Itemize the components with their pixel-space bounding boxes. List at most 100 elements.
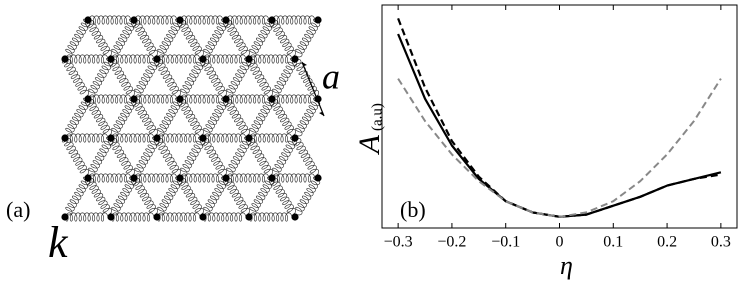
spring — [85, 177, 112, 215]
mass-node — [107, 134, 115, 142]
spring — [65, 97, 91, 137]
spring — [291, 59, 319, 97]
spring — [295, 97, 321, 137]
mass-node — [130, 95, 138, 103]
mass-node — [107, 213, 115, 221]
x-tick-label: 0.1 — [603, 234, 623, 251]
spring — [61, 138, 89, 176]
mass-node — [245, 55, 253, 63]
mass-node — [222, 95, 230, 103]
mass-node — [61, 213, 69, 221]
spring — [65, 133, 109, 143]
y-axis-label-group: A (a.u) — [353, 103, 386, 155]
spring — [157, 54, 201, 64]
spring — [88, 15, 132, 25]
spring — [249, 18, 275, 58]
spring — [249, 97, 275, 137]
spring — [223, 19, 250, 57]
spring — [226, 57, 252, 98]
spring — [111, 212, 155, 222]
mass-node — [222, 16, 230, 24]
spring — [157, 133, 201, 143]
x-tick-label: 0.2 — [657, 234, 677, 251]
spring — [226, 136, 252, 177]
curve — [397, 33, 722, 218]
spring — [107, 138, 135, 176]
mass-node — [199, 134, 207, 142]
mass-node — [84, 95, 92, 103]
spring — [111, 18, 137, 58]
mass-node — [314, 16, 322, 24]
spring — [65, 54, 109, 64]
spring — [180, 15, 224, 25]
spring — [269, 19, 296, 57]
x-tick-label: 0.3 — [711, 234, 731, 251]
spring — [111, 176, 137, 216]
spring — [245, 138, 273, 176]
spring — [65, 176, 91, 216]
spring — [107, 59, 135, 97]
spring — [61, 59, 89, 97]
y-axis-label-sub: (a.u) — [369, 103, 385, 131]
spring — [177, 177, 204, 215]
mass-node — [84, 174, 92, 182]
spring — [134, 94, 178, 104]
spring — [131, 19, 158, 57]
mass-node — [199, 213, 207, 221]
spring — [269, 177, 296, 215]
mass-node — [130, 174, 138, 182]
mass-node — [153, 213, 161, 221]
mass-node — [314, 174, 322, 182]
spring — [249, 176, 275, 216]
spring — [295, 18, 321, 58]
mass-node — [245, 213, 253, 221]
spacing-label: a — [322, 56, 340, 96]
mass-node — [268, 174, 276, 182]
spring — [272, 136, 298, 177]
spring — [203, 133, 247, 143]
mass-node — [176, 95, 184, 103]
spring — [295, 176, 321, 216]
mass-node — [291, 213, 299, 221]
spring-label: k — [48, 218, 69, 267]
spring — [272, 173, 316, 183]
spring — [65, 18, 91, 58]
mass-node — [291, 134, 299, 142]
mass-node — [61, 134, 69, 142]
spring — [180, 136, 206, 177]
spring — [85, 98, 112, 136]
mass-node — [130, 16, 138, 24]
mass-node — [153, 55, 161, 63]
spring — [134, 57, 160, 98]
mass-node — [61, 55, 69, 63]
mass-node — [107, 55, 115, 63]
mass-node — [176, 174, 184, 182]
spring — [249, 212, 293, 222]
spring — [65, 212, 109, 222]
spring — [245, 59, 273, 97]
spring — [111, 97, 137, 137]
x-axis-label: η — [560, 251, 573, 280]
mass-node — [153, 134, 161, 142]
spring — [291, 138, 319, 176]
mass-node — [176, 16, 184, 24]
spring — [134, 173, 178, 183]
spring — [272, 15, 316, 25]
spring — [177, 98, 204, 136]
mass-node — [84, 16, 92, 24]
spring — [177, 19, 204, 57]
spring — [111, 133, 155, 143]
mass-node — [222, 174, 230, 182]
x-tick-label: −0.3 — [384, 234, 413, 251]
spring — [88, 173, 132, 183]
spring — [223, 177, 250, 215]
spring — [157, 97, 183, 137]
x-tick-label: −0.1 — [491, 234, 520, 251]
spring — [85, 19, 112, 57]
spring — [131, 177, 158, 215]
spring — [272, 57, 298, 98]
spring — [226, 15, 270, 25]
spring — [131, 98, 158, 136]
spring — [88, 136, 114, 177]
spring — [203, 18, 229, 58]
